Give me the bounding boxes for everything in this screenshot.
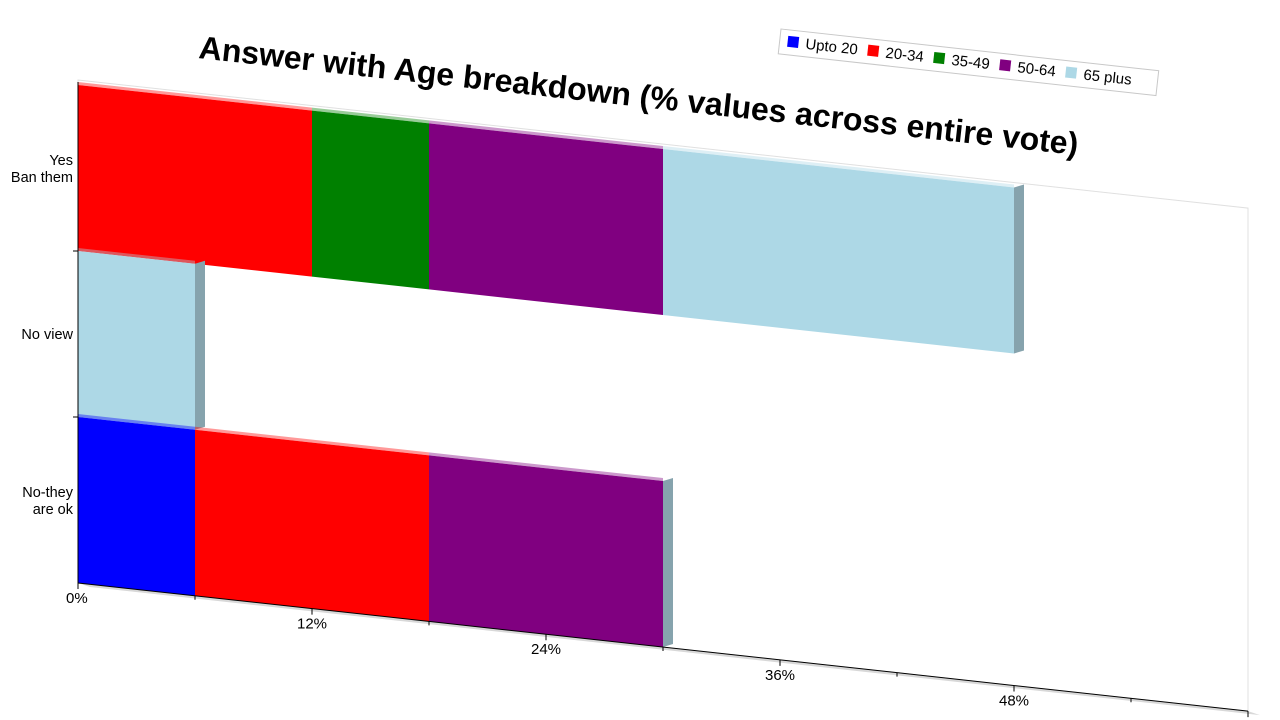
category-label: Yes Ban them [11,153,73,186]
bar-segment[interactable] [663,146,1014,354]
y-axis-categories: Yes Ban them No view No-they are ok [11,153,74,518]
bar-face-20-34[interactable] [195,429,429,622]
plot-area [77,79,1260,716]
bar-face-65-plus[interactable] [663,149,1014,354]
legend-label: 50-64 [1017,59,1057,80]
x-tick-label: 36% [765,667,795,684]
x-tick-label: 0% [66,590,88,607]
bar-segment[interactable] [429,120,663,316]
x-tick-label: 48% [999,692,1029,709]
bar-top [78,248,195,264]
bar-top [195,426,429,456]
bar-face-50-64[interactable] [429,455,663,648]
bar-face-20-34[interactable] [78,85,312,277]
bar-face-upto-20[interactable] [78,417,195,596]
bar-segment[interactable] [312,107,429,290]
bar-segment[interactable] [78,414,195,596]
legend-item[interactable]: 20-34 [867,43,925,66]
bar-top [663,146,1014,188]
legend-item[interactable]: 50-64 [999,57,1057,80]
bar-segment[interactable] [195,426,429,622]
legend-item[interactable]: Upto 20 [787,34,859,59]
legend-swatch [933,51,946,65]
bar-top [429,452,663,482]
legend-item[interactable]: 65 plus [1065,65,1133,89]
legend: Upto 20 20-34 35-49 50-64 65 plus [777,28,1160,97]
bar-end-cap [1014,184,1024,354]
bar-top [78,82,312,111]
bar-top [429,120,663,150]
bar-end-cap [663,478,673,648]
plot-floor [78,583,1260,716]
legend-label: 35-49 [951,52,991,73]
legend-swatch [787,35,800,48]
legend-label: 20-34 [885,45,925,66]
bar-segment[interactable] [429,452,663,648]
legend-label: Upto 20 [805,36,859,59]
x-tick-label: 60% [1238,718,1268,720]
legend-item[interactable]: 35-49 [933,50,991,73]
legend-swatch [1065,66,1078,79]
bar-segment[interactable] [78,82,312,277]
x-tick-label: 12% [297,616,327,633]
bar-end-cap [195,260,205,430]
legend-swatch [867,44,880,57]
bar-face-50-64[interactable] [429,123,663,316]
category-label: No-they are ok [22,485,74,518]
bar-face-65-plus[interactable] [78,251,195,430]
bar-top [312,107,429,124]
bar-face-35-49[interactable] [312,110,429,290]
legend-swatch [999,59,1012,72]
bar-segment[interactable] [78,248,195,430]
x-axis: 0% 12% 24% 36% 48% 60% [66,82,1268,720]
x-tick-label: 24% [531,641,561,658]
category-label: No view [21,327,73,343]
bar-top [78,414,195,430]
legend-label: 65 plus [1083,67,1133,89]
